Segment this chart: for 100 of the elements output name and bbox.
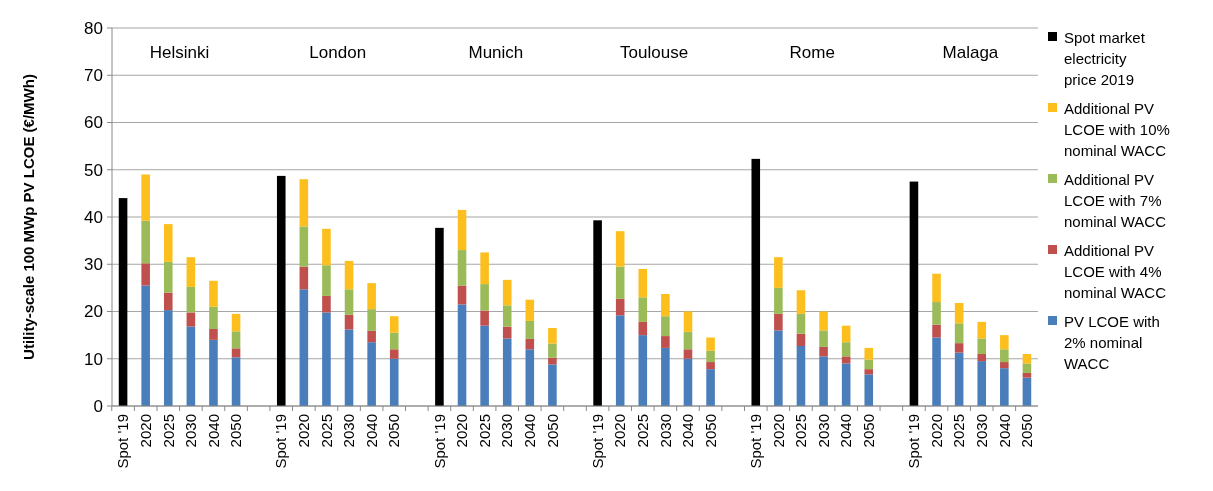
x-tick-label: 2040: [837, 414, 855, 448]
bar: [819, 346, 828, 357]
bar: [299, 266, 309, 290]
y-tick-label: 0: [93, 396, 103, 416]
bar: [841, 325, 851, 343]
bar: [344, 329, 354, 406]
bar: [548, 357, 557, 365]
bar: [638, 321, 648, 336]
bar: [841, 342, 851, 357]
bar: [706, 350, 715, 363]
x-tick-label: Spot '19: [747, 414, 765, 469]
x-tick-label: 2050: [1018, 414, 1036, 448]
bar: [1022, 372, 1032, 378]
annotation: Toulouse: [620, 42, 689, 62]
bar: [864, 374, 874, 406]
bar: [932, 273, 941, 303]
bar: [480, 284, 489, 311]
bar: [774, 313, 783, 331]
annotation: Rome: [789, 42, 835, 62]
x-tick-label: Spot '19: [588, 414, 606, 469]
x-tick-label: 2020: [295, 414, 313, 448]
bar: [661, 294, 670, 317]
bar: [796, 333, 806, 346]
y-tick-label: 10: [84, 349, 103, 369]
bar: [638, 297, 648, 322]
x-tick-label: 2050: [701, 414, 719, 448]
bar: [118, 198, 128, 406]
bar: [186, 257, 196, 287]
x-tick-label: 2025: [634, 414, 652, 448]
bar: [186, 312, 196, 327]
x-tick-label: 2020: [611, 414, 629, 448]
bar: [367, 283, 376, 310]
x-tick-label: 2025: [159, 414, 177, 448]
x-tick-label: 2030: [972, 414, 990, 448]
bar: [389, 316, 399, 333]
bar: [954, 352, 964, 406]
y-tick-label: 70: [84, 66, 103, 86]
bar: [457, 209, 467, 251]
bar: [141, 285, 150, 406]
x-tick-label: 2030: [340, 414, 358, 448]
bar: [774, 257, 783, 288]
bar: [344, 260, 354, 290]
x-tick-label: 2050: [860, 414, 877, 448]
bar: [615, 315, 625, 406]
bar: [480, 252, 489, 285]
bar: [389, 349, 399, 359]
bar: [774, 287, 783, 314]
bar: [819, 311, 828, 331]
bar: [525, 338, 535, 350]
bar: [932, 337, 941, 406]
x-tick-label: 2040: [995, 414, 1013, 448]
bar: [751, 158, 761, 406]
bar: [322, 228, 331, 266]
x-tick-label: Spot '19: [905, 414, 923, 469]
bar: [141, 220, 150, 264]
bar: [502, 279, 512, 306]
x-tick-label: 2040: [362, 414, 380, 448]
bar: [615, 298, 625, 316]
bar: [502, 326, 512, 339]
bar: [231, 331, 241, 349]
bar: [864, 347, 874, 360]
bar: [774, 330, 783, 406]
y-axis-title: Utility-scale 100 MWp PV LCOE (€/MWh): [20, 74, 37, 360]
bar: [796, 290, 806, 314]
bar: [706, 369, 715, 406]
bar: [706, 337, 715, 351]
bar: [954, 303, 964, 324]
bar: [141, 174, 150, 221]
bar: [1022, 363, 1032, 373]
x-tick-label: 2030: [182, 414, 200, 448]
y-tick-label: 30: [84, 255, 103, 275]
bar: [977, 354, 987, 362]
bar: [367, 309, 376, 331]
bar: [683, 311, 693, 332]
annotation: Malaga: [942, 42, 999, 62]
bar: [186, 326, 196, 406]
bar: [841, 356, 851, 364]
bar: [1000, 362, 1009, 369]
bar: [299, 179, 309, 227]
legend-label: Additional PV LCOE with 10% nominal WACC: [1064, 100, 1170, 160]
legend-label: PV LCOE with 2% nominal WACC: [1064, 313, 1160, 373]
bar: [322, 265, 331, 296]
bar: [209, 339, 218, 406]
bar: [841, 363, 851, 406]
bar: [231, 348, 241, 358]
bar: [977, 321, 987, 339]
bar: [480, 310, 489, 326]
bar: [525, 320, 535, 339]
bar: [954, 323, 964, 344]
x-tick-label: Spot '19: [430, 414, 448, 469]
x-tick-label: 2025: [950, 414, 968, 448]
bar: [435, 227, 444, 406]
x-tick-label: 2020: [769, 414, 787, 448]
y-tick-label: 50: [84, 160, 103, 180]
bar: [909, 181, 919, 406]
bar: [1000, 349, 1009, 363]
x-tick-label: 2040: [521, 414, 539, 448]
bar: [1000, 368, 1009, 406]
bar: [661, 316, 670, 337]
bar: [209, 306, 218, 329]
